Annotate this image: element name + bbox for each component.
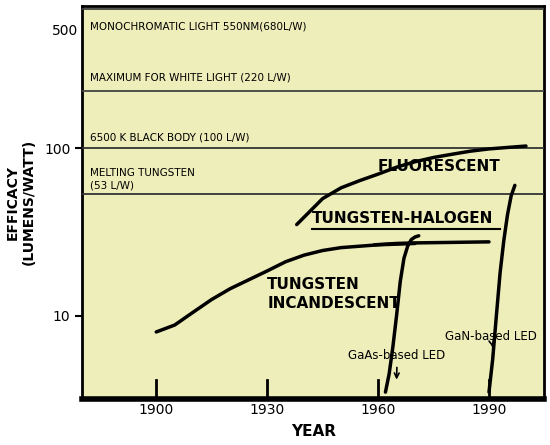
Text: TUNGSTEN-HALOGEN: TUNGSTEN-HALOGEN	[311, 211, 493, 226]
Text: MONOCHROMATIC LIGHT 550NM(680L/W): MONOCHROMATIC LIGHT 550NM(680L/W)	[90, 22, 306, 32]
X-axis label: YEAR: YEAR	[291, 425, 336, 440]
Text: GaN-based LED: GaN-based LED	[444, 330, 536, 346]
Text: 500: 500	[52, 24, 79, 38]
Text: MELTING TUNGSTEN
(53 L/W): MELTING TUNGSTEN (53 L/W)	[90, 168, 195, 191]
Text: 6500 K BLACK BODY (100 L/W): 6500 K BLACK BODY (100 L/W)	[90, 133, 249, 142]
Y-axis label: EFFICACY
(LUMENS/WATT): EFFICACY (LUMENS/WATT)	[6, 139, 36, 265]
Text: MAXIMUM FOR WHITE LIGHT (220 L/W): MAXIMUM FOR WHITE LIGHT (220 L/W)	[90, 72, 290, 82]
Text: FLUORESCENT: FLUORESCENT	[378, 159, 501, 174]
Text: TUNGSTEN
INCANDESCENT: TUNGSTEN INCANDESCENT	[267, 277, 400, 311]
Text: GaAs-based LED: GaAs-based LED	[349, 349, 446, 378]
